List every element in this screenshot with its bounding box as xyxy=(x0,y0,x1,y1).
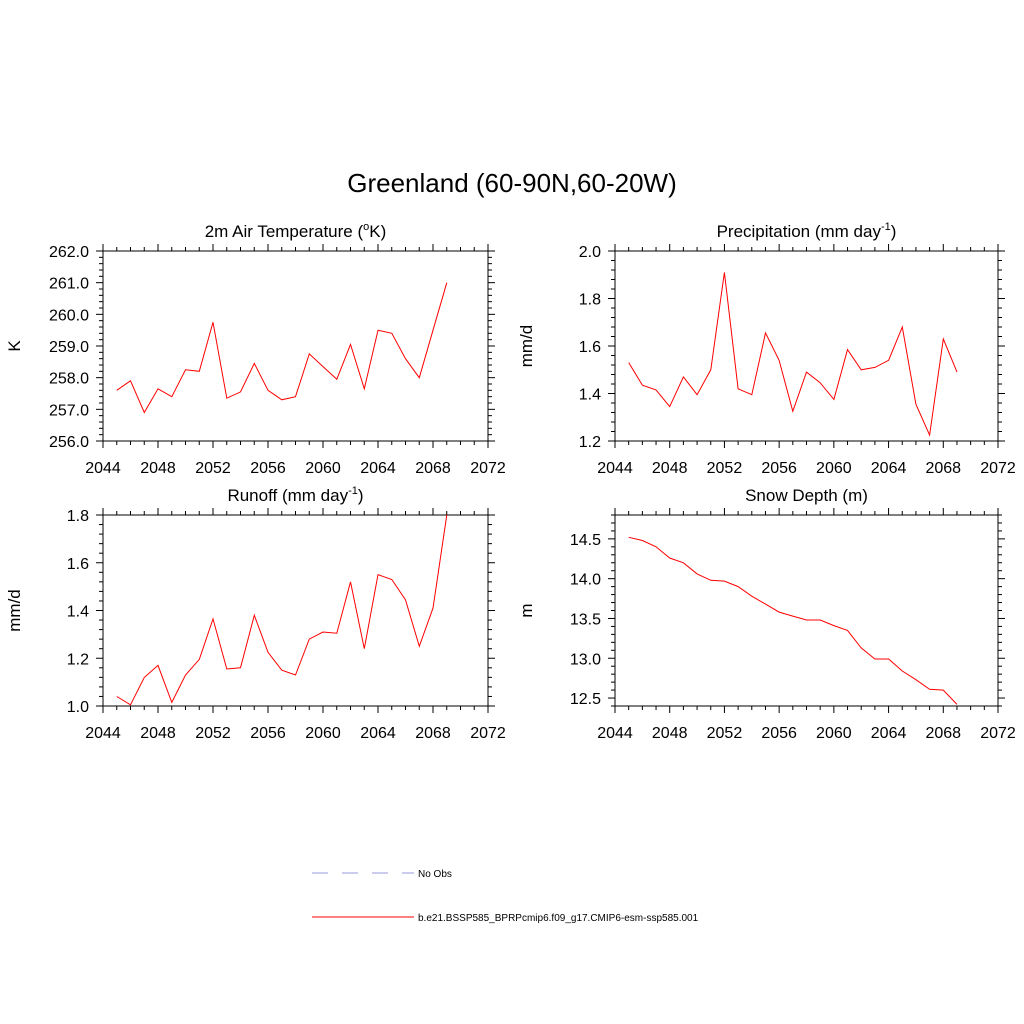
y-axis-label: m xyxy=(517,603,536,617)
y-tick-label: 1.8 xyxy=(67,508,89,525)
x-tick-label: 2056 xyxy=(250,460,286,477)
chart-panel-2: Precipitation (mm day-1) mm/d 2044 2048 2052… xyxy=(517,221,1016,477)
x-tick-label: 2072 xyxy=(980,460,1016,477)
series-line xyxy=(116,282,448,414)
y-tick-label: 1.2 xyxy=(67,651,89,668)
x-tick-label: 2048 xyxy=(140,725,176,742)
y-axis-label: K xyxy=(5,340,24,352)
x-tick-label: 2064 xyxy=(871,460,907,477)
y-tick-label: 1.4 xyxy=(579,387,601,404)
panel-title: Snow Depth (m) xyxy=(745,486,868,505)
y-tick-label: 258.0 xyxy=(49,371,89,388)
x-tick-label: 2064 xyxy=(360,460,396,477)
y-tick-label: 257.0 xyxy=(49,402,89,419)
y-tick-label: 1.0 xyxy=(67,699,89,716)
figure-title: Greenland (60-90N,60-20W) xyxy=(347,168,677,198)
y-tick-label: 260.0 xyxy=(49,307,89,324)
x-tick-label: 2060 xyxy=(816,460,852,477)
y-tick-label: 14.0 xyxy=(570,572,601,589)
y-tick-label: 1.2 xyxy=(579,434,601,451)
x-tick-label: 2044 xyxy=(85,725,121,742)
x-tick-label: 2052 xyxy=(195,460,231,477)
y-tick-label: 261.0 xyxy=(49,276,89,293)
plot-frame xyxy=(102,514,489,707)
x-tick-label: 2068 xyxy=(415,725,451,742)
series-line xyxy=(628,272,958,437)
y-tick-label: 1.6 xyxy=(579,339,601,356)
y-tick-label: 14.5 xyxy=(570,532,601,549)
x-tick-label: 2072 xyxy=(470,460,506,477)
x-tick-label: 2060 xyxy=(305,460,341,477)
x-tick-label: 2044 xyxy=(85,460,121,477)
chart-panel-4: Snow Depth (m) m 2044 2048 2052 2056 2060 2064 2… xyxy=(517,486,1016,742)
x-tick-label: 2064 xyxy=(871,725,907,742)
x-tick-label: 2072 xyxy=(980,725,1016,742)
series-line xyxy=(628,536,958,705)
y-tick-label: 13.5 xyxy=(570,611,601,628)
legend-label-2: b.e21.BSSP585_BPRPcmip6.f09_g17.CMIP6-es… xyxy=(418,913,699,924)
plot-frame xyxy=(614,250,999,442)
x-tick-label: 2072 xyxy=(470,725,506,742)
x-tick-label: 2064 xyxy=(360,725,396,742)
y-tick-label: 13.0 xyxy=(570,651,601,668)
x-tick-label: 2048 xyxy=(140,460,176,477)
chart-legend: No Obs b.e21.BSSP585_BPRPcmip6.f09_g17.CM… xyxy=(312,869,699,924)
y-axis-label: mm/d xyxy=(5,589,24,632)
y-tick-label: 259.0 xyxy=(49,339,89,356)
x-tick-label: 2056 xyxy=(761,725,797,742)
x-tick-label: 2048 xyxy=(652,725,688,742)
x-tick-label: 2056 xyxy=(250,725,286,742)
x-tick-label: 2068 xyxy=(415,460,451,477)
x-tick-label: 2060 xyxy=(816,725,852,742)
chart-panel-1: 2m Air Temperature (oK) K 2044 2048 2052 2056… xyxy=(5,221,506,477)
plot-frame xyxy=(614,514,999,707)
y-tick-label: 1.4 xyxy=(67,604,89,621)
y-tick-label: 1.8 xyxy=(579,292,601,309)
legend-label-1: No Obs xyxy=(418,869,452,880)
x-tick-label: 2068 xyxy=(925,460,961,477)
y-tick-label: 262.0 xyxy=(49,244,89,261)
plot-frame xyxy=(102,250,489,442)
x-tick-label: 2060 xyxy=(305,725,341,742)
x-tick-label: 2048 xyxy=(652,460,688,477)
x-tick-label: 2044 xyxy=(597,725,633,742)
panel-title: 2m Air Temperature (oK) xyxy=(205,221,387,241)
y-tick-label: 12.5 xyxy=(570,691,601,708)
x-tick-label: 2052 xyxy=(707,725,743,742)
y-axis-label: mm/d xyxy=(517,325,536,368)
y-tick-label: 256.0 xyxy=(49,434,89,451)
x-tick-label: 2052 xyxy=(707,460,743,477)
series-line xyxy=(116,514,448,706)
x-tick-label: 2056 xyxy=(761,460,797,477)
y-tick-label: 1.6 xyxy=(67,556,89,573)
y-tick-label: 2.0 xyxy=(579,244,601,261)
x-tick-label: 2068 xyxy=(925,725,961,742)
x-tick-label: 2044 xyxy=(597,460,633,477)
chart-panels: 2m Air Temperature (oK) K 2044 2048 2052 2056… xyxy=(5,221,1016,742)
panel-title: Precipitation (mm day-1) xyxy=(717,221,897,241)
panel-title: Runoff (mm day-1) xyxy=(227,485,363,505)
chart-panel-3: Runoff (mm day-1) mm/d 2044 2048 2052 2056 206… xyxy=(5,485,506,742)
x-tick-label: 2052 xyxy=(195,725,231,742)
